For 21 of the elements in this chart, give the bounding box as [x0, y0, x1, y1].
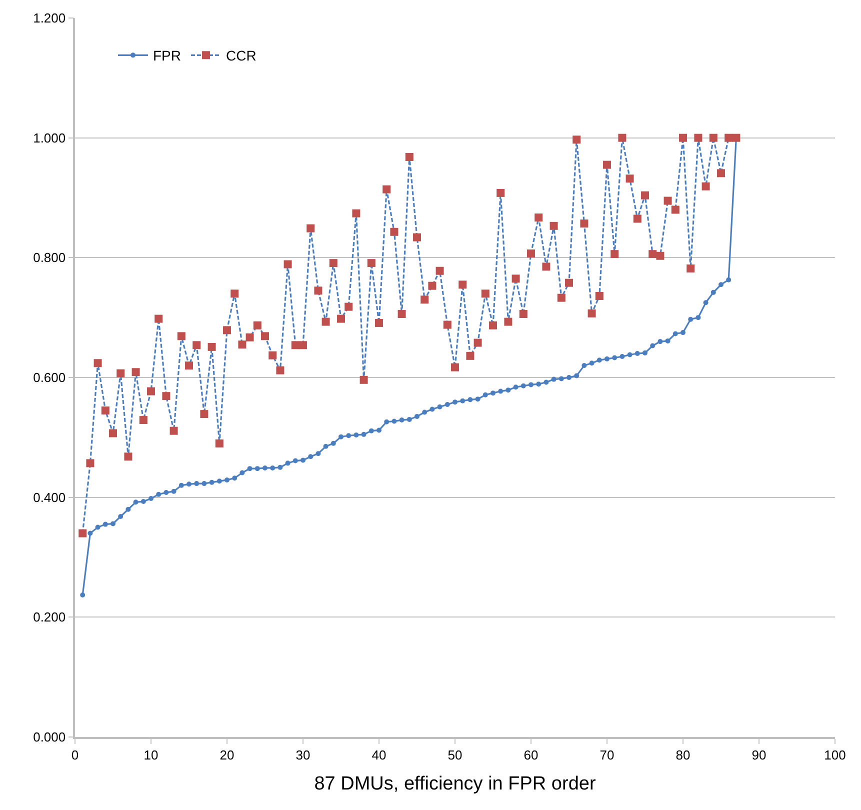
x-tick-label: 30 [296, 747, 310, 762]
x-tick-label: 10 [144, 747, 158, 762]
x-tick-label: 100 [824, 747, 846, 762]
y-tick-label: 0.800 [33, 250, 66, 266]
y-tick-label: 0.200 [33, 610, 66, 625]
x-tick-label: 40 [372, 747, 386, 762]
x-tick-label: 0 [71, 747, 79, 762]
y-tick-label: 0.000 [33, 730, 66, 745]
x-axis-title: 87 DMUs, efficiency in FPR order [314, 774, 596, 795]
x-tick-label: 60 [524, 747, 538, 762]
legend-label: FPR [153, 48, 181, 64]
x-tick-label: 20 [220, 747, 234, 762]
y-tick-label: 1.200 [33, 10, 66, 26]
legend-label: CCR [226, 48, 256, 64]
y-tick-label: 1.000 [33, 130, 66, 146]
x-tick-label: 70 [600, 747, 614, 762]
y-tick-label: 0.400 [33, 490, 66, 505]
x-tick-label: 50 [448, 747, 462, 762]
x-tick-label: 90 [752, 747, 766, 762]
x-tick-label: 80 [676, 747, 690, 762]
y-tick-label: 0.600 [33, 370, 66, 386]
